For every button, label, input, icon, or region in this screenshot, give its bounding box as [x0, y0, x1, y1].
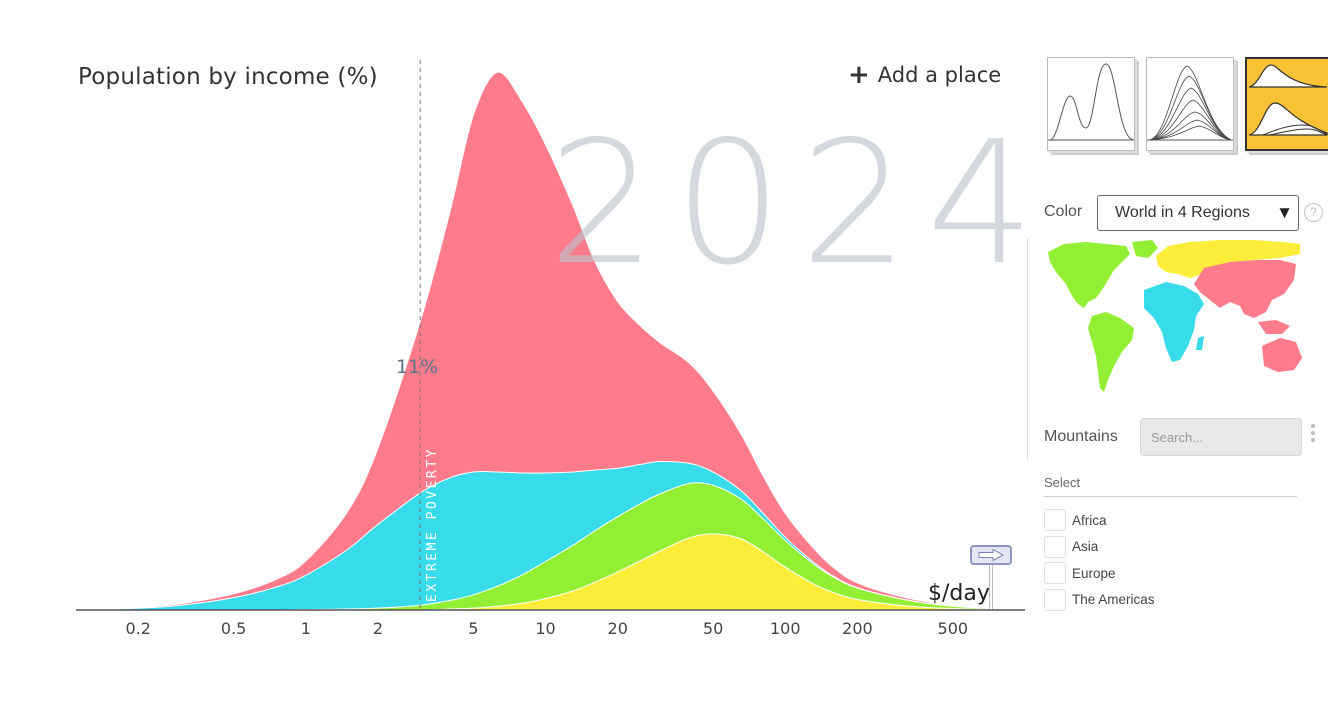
two-peaks-icon — [1048, 63, 1135, 141]
x-tick-label: 200 — [842, 619, 873, 638]
many-curves-icon — [1147, 65, 1233, 141]
checkbox[interactable] — [1044, 509, 1066, 532]
sidebar-divider — [1027, 238, 1028, 460]
checkbox[interactable] — [1044, 588, 1066, 611]
view-thumb-mountain-stacked[interactable] — [1245, 57, 1328, 151]
question-circle-icon[interactable]: ? — [1304, 203, 1323, 222]
mountains-search-input[interactable] — [1140, 418, 1302, 456]
x-tick-label: 100 — [769, 619, 801, 638]
income-mountain-chart — [76, 60, 1025, 611]
map-region-africa[interactable] — [1144, 282, 1204, 362]
color-label: Color — [1044, 203, 1083, 220]
world-regions-map[interactable] — [1044, 238, 1306, 396]
x-tick-label: 5 — [468, 619, 479, 638]
area-asia[interactable] — [92, 71, 989, 611]
region-option-europe[interactable]: Europe — [1044, 560, 1155, 587]
region-option-asia[interactable]: Asia — [1044, 534, 1155, 561]
x-axis-unit-label: $/day — [928, 581, 990, 606]
map-region-asia[interactable] — [1194, 260, 1296, 318]
region-checkbox-list: Africa Asia Europe The Americas — [1044, 507, 1155, 613]
checkbox[interactable] — [1044, 562, 1066, 585]
region-option-africa[interactable]: Africa — [1044, 507, 1155, 534]
plus-icon: + — [848, 60, 870, 90]
add-place-label: Add a place — [877, 63, 1002, 87]
color-scheme-value: World in 4 Regions — [1115, 204, 1250, 221]
region-label: Africa — [1072, 512, 1107, 528]
arrow-right-icon — [978, 549, 1004, 561]
map-region-europe[interactable] — [1156, 240, 1300, 278]
map-region-americas[interactable] — [1048, 242, 1130, 308]
map-region-asia-islands[interactable] — [1258, 320, 1290, 334]
x-tick-label: 0.5 — [220, 619, 247, 638]
region-label: Europe — [1072, 565, 1116, 581]
x-tick-label: 50 — [702, 619, 724, 638]
x-tick-label: 2 — [372, 619, 384, 638]
checkbox[interactable] — [1044, 535, 1066, 558]
more-options-icon[interactable] — [1310, 424, 1316, 446]
select-divider — [1044, 496, 1297, 497]
x-tick-label: 500 — [937, 619, 969, 638]
probe-handle[interactable] — [970, 545, 1012, 565]
x-tick-label: 20 — [607, 619, 628, 638]
color-scheme-select[interactable]: World in 4 Regions ▼ — [1097, 195, 1299, 231]
add-place-button[interactable]: + Add a place — [848, 62, 1001, 88]
region-label: Asia — [1072, 539, 1099, 555]
region-label: The Americas — [1072, 592, 1155, 608]
map-region-americas-south[interactable] — [1088, 312, 1134, 392]
map-region-oceania[interactable] — [1262, 338, 1302, 372]
probe-stem — [989, 565, 993, 609]
region-option-the-americas[interactable]: The Americas — [1044, 587, 1155, 614]
chart-title: Population by income (%) — [78, 64, 378, 90]
select-label: Select — [1044, 475, 1081, 490]
mountains-label: Mountains — [1044, 428, 1118, 445]
mountain-areas — [92, 71, 989, 611]
extreme-poverty-share: 11% — [396, 356, 439, 378]
x-tick-label: 1 — [300, 619, 311, 638]
triangle-down-icon: ▼ — [1276, 203, 1293, 222]
extreme-poverty-label: EXTREME POVERTY — [425, 447, 440, 602]
view-thumb-mountain-outline[interactable] — [1047, 57, 1135, 151]
view-thumb-mountain-lines[interactable] — [1146, 57, 1234, 151]
x-tick-label: 10 — [535, 619, 556, 638]
map-region-madagascar[interactable] — [1196, 336, 1204, 350]
stacked-mountain-icon — [1248, 64, 1328, 136]
map-region-greenland[interactable] — [1132, 240, 1158, 258]
x-tick-label: 0.2 — [125, 619, 151, 638]
